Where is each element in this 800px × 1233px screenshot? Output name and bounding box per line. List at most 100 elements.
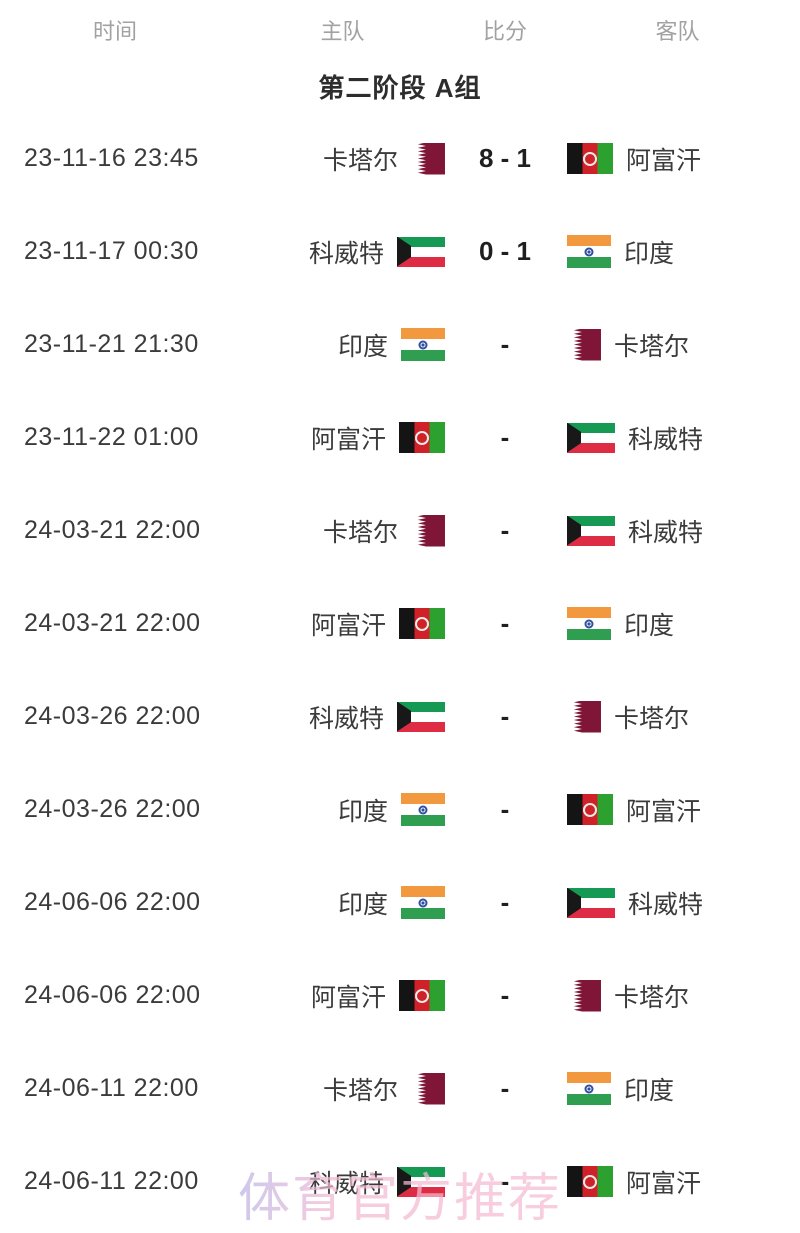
away-team-cell: 阿富汗 bbox=[555, 141, 800, 177]
match-score: - bbox=[500, 794, 510, 824]
away-team-cell: 印度 bbox=[555, 606, 800, 642]
home-team-cell: 印度 bbox=[230, 792, 455, 828]
home-team-flag-icon bbox=[399, 422, 445, 453]
match-score: - bbox=[500, 515, 510, 545]
away-team-name: 卡塔尔 bbox=[614, 704, 690, 733]
home-team-flag-icon bbox=[411, 142, 445, 175]
home-team-name: 印度 bbox=[337, 332, 388, 361]
home-team-flag-icon bbox=[411, 1072, 445, 1105]
home-team-name: 卡塔尔 bbox=[322, 146, 398, 175]
home-team-cell: 卡塔尔 bbox=[230, 513, 455, 549]
home-team-cell: 卡塔尔 bbox=[230, 141, 455, 177]
home-team-flag-icon bbox=[401, 793, 445, 826]
away-team-flag-icon bbox=[567, 235, 611, 268]
away-team-flag-icon bbox=[567, 700, 601, 733]
home-team-name: 卡塔尔 bbox=[322, 1076, 398, 1105]
match-time: 23-11-17 00:30 bbox=[24, 237, 199, 265]
away-team-name: 阿富汗 bbox=[626, 797, 702, 826]
away-team-cell: 科威特 bbox=[555, 513, 800, 549]
match-list: 23-11-16 23:45 卡塔尔 8 - 1 阿富汗 23-11-17 00… bbox=[0, 112, 800, 1228]
match-time: 24-06-11 22:00 bbox=[24, 1167, 199, 1195]
match-time: 24-03-21 22:00 bbox=[24, 609, 201, 637]
away-team-name: 阿富汗 bbox=[626, 146, 702, 175]
away-team-flag-icon bbox=[567, 143, 613, 174]
match-score: - bbox=[500, 1073, 510, 1103]
column-header-time: 时间 bbox=[92, 19, 137, 44]
home-team-name: 科威特 bbox=[308, 704, 384, 733]
away-team-cell: 卡塔尔 bbox=[555, 978, 800, 1014]
match-time: 24-03-26 22:00 bbox=[24, 702, 201, 730]
home-team-flag-icon bbox=[399, 980, 445, 1011]
home-team-name: 科威特 bbox=[308, 239, 384, 268]
home-team-flag-icon bbox=[401, 328, 445, 361]
away-team-flag-icon bbox=[567, 1166, 613, 1197]
away-team-cell: 阿富汗 bbox=[555, 792, 800, 828]
match-row[interactable]: 23-11-16 23:45 卡塔尔 8 - 1 阿富汗 bbox=[0, 112, 800, 205]
away-team-name: 印度 bbox=[624, 239, 675, 268]
away-team-flag-icon bbox=[567, 607, 611, 640]
home-team-cell: 印度 bbox=[230, 327, 455, 363]
away-team-cell: 科威特 bbox=[555, 885, 800, 921]
home-team-cell: 科威特 bbox=[230, 234, 455, 270]
home-team-name: 卡塔尔 bbox=[322, 518, 398, 547]
match-row[interactable]: 24-06-11 22:00 卡塔尔 - 印度 bbox=[0, 1042, 800, 1135]
match-row[interactable]: 23-11-22 01:00 阿富汗 - 科威特 bbox=[0, 391, 800, 484]
match-time: 24-06-06 22:00 bbox=[24, 981, 201, 1009]
match-time: 24-03-21 22:00 bbox=[24, 516, 201, 544]
home-team-cell: 卡塔尔 bbox=[230, 1071, 455, 1107]
home-team-cell: 科威特 bbox=[230, 699, 455, 735]
match-row[interactable]: 24-03-21 22:00 卡塔尔 - 科威特 bbox=[0, 484, 800, 577]
match-score: 8 - 1 bbox=[478, 143, 532, 173]
home-team-flag-icon bbox=[397, 1166, 445, 1197]
column-header-home: 主队 bbox=[320, 19, 365, 44]
match-time: 24-06-11 22:00 bbox=[24, 1074, 199, 1102]
away-team-name: 科威特 bbox=[628, 518, 704, 547]
match-row[interactable]: 24-03-26 22:00 科威特 - 卡塔尔 bbox=[0, 670, 800, 763]
away-team-name: 卡塔尔 bbox=[614, 983, 690, 1012]
table-column-header: 时间 主队 比分 客队 bbox=[0, 0, 800, 60]
match-score: - bbox=[500, 701, 510, 731]
away-team-flag-icon bbox=[567, 794, 613, 825]
match-time: 24-03-26 22:00 bbox=[24, 795, 201, 823]
away-team-name: 卡塔尔 bbox=[614, 332, 690, 361]
away-team-flag-icon bbox=[567, 515, 615, 546]
away-team-flag-icon bbox=[567, 887, 615, 918]
home-team-flag-icon bbox=[397, 701, 445, 732]
match-row[interactable]: 23-11-21 21:30 印度 - 卡塔尔 bbox=[0, 298, 800, 391]
away-team-cell: 印度 bbox=[555, 1071, 800, 1107]
home-team-cell: 阿富汗 bbox=[230, 420, 455, 456]
column-header-score: 比分 bbox=[482, 19, 527, 44]
away-team-cell: 印度 bbox=[555, 234, 800, 270]
away-team-name: 印度 bbox=[624, 1076, 675, 1105]
match-row[interactable]: 24-06-06 22:00 阿富汗 - 卡塔尔 bbox=[0, 949, 800, 1042]
match-row[interactable]: 24-06-06 22:00 印度 - 科威特 bbox=[0, 856, 800, 949]
home-team-cell: 印度 bbox=[230, 885, 455, 921]
match-time: 24-06-06 22:00 bbox=[24, 888, 201, 916]
match-score: - bbox=[500, 887, 510, 917]
home-team-name: 阿富汗 bbox=[310, 425, 386, 454]
match-score: - bbox=[500, 980, 510, 1010]
home-team-cell: 阿富汗 bbox=[230, 978, 455, 1014]
away-team-name: 科威特 bbox=[628, 425, 704, 454]
match-time: 23-11-16 23:45 bbox=[24, 144, 199, 172]
away-team-cell: 卡塔尔 bbox=[555, 699, 800, 735]
match-score: - bbox=[500, 608, 510, 638]
home-team-flag-icon bbox=[397, 236, 445, 267]
away-team-flag-icon bbox=[567, 979, 601, 1012]
match-score: - bbox=[500, 1166, 510, 1196]
home-team-cell: 科威特 bbox=[230, 1164, 455, 1200]
match-time: 23-11-22 01:00 bbox=[24, 423, 199, 451]
home-team-flag-icon bbox=[399, 608, 445, 639]
match-row[interactable]: 23-11-17 00:30 科威特 0 - 1 印度 bbox=[0, 205, 800, 298]
match-row[interactable]: 24-03-26 22:00 印度 - 阿富汗 bbox=[0, 763, 800, 856]
match-row[interactable]: 24-06-11 22:00 科威特 - 阿富汗 bbox=[0, 1135, 800, 1228]
away-team-cell: 阿富汗 bbox=[555, 1164, 800, 1200]
away-team-name: 科威特 bbox=[628, 890, 704, 919]
match-time: 23-11-21 21:30 bbox=[24, 330, 199, 358]
home-team-flag-icon bbox=[401, 886, 445, 919]
match-row[interactable]: 24-03-21 22:00 阿富汗 - 印度 bbox=[0, 577, 800, 670]
home-team-name: 阿富汗 bbox=[310, 611, 386, 640]
match-score: - bbox=[500, 329, 510, 359]
away-team-flag-icon bbox=[567, 328, 601, 361]
home-team-name: 科威特 bbox=[308, 1169, 384, 1198]
